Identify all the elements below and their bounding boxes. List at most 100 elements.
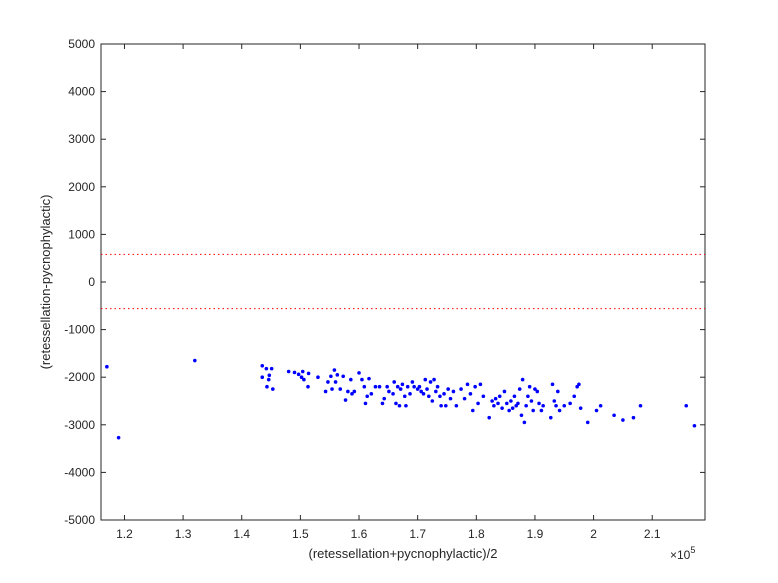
data-point	[578, 406, 583, 410]
data-point	[329, 374, 333, 379]
y-axis-label: (retessellation-pycnophylactic)	[38, 195, 53, 370]
data-point	[465, 382, 470, 387]
data-point	[400, 382, 405, 387]
data-point	[516, 401, 520, 406]
data-point	[405, 384, 410, 389]
data-point	[470, 408, 475, 413]
data-point	[193, 358, 197, 363]
data-point	[568, 401, 572, 406]
data-point	[478, 382, 483, 387]
data-point	[105, 364, 109, 369]
data-point	[520, 377, 525, 382]
data-point	[341, 374, 345, 379]
data-point	[410, 380, 415, 384]
x-tick-label: 1.8	[468, 527, 485, 541]
data-point	[562, 403, 567, 408]
data-point	[468, 392, 473, 396]
data-point	[522, 420, 527, 425]
y-axis-ticks: -5000 -4000 -3000 -2000 -1000 0 1000 2000 3000 40…	[64, 37, 705, 527]
data-point	[507, 408, 511, 413]
data-point	[323, 389, 328, 394]
data-point	[417, 384, 422, 389]
data-point	[554, 403, 558, 408]
data-point	[350, 392, 354, 396]
data-point	[116, 435, 121, 440]
x-tick-label: 1.6	[351, 527, 368, 541]
y-tick-label: 3000	[68, 132, 95, 146]
data-point	[302, 377, 306, 382]
data-point	[296, 372, 301, 377]
data-point	[300, 369, 305, 374]
data-point	[454, 403, 459, 408]
data-point	[451, 389, 456, 394]
x-axis-ticks: 1.2 1.3 1.4 1.5 1.6 1.7 1.8 1.9 2 2.1	[116, 44, 661, 541]
data-point	[692, 423, 697, 428]
data-point	[442, 392, 446, 396]
data-point	[349, 377, 353, 382]
data-point	[397, 403, 402, 408]
data-point	[509, 399, 513, 403]
data-point	[539, 408, 544, 413]
data-point	[497, 394, 502, 399]
data-point	[476, 401, 480, 406]
data-point	[517, 387, 522, 391]
data-point	[316, 375, 320, 380]
data-point	[360, 377, 364, 382]
x-tick-label: 2.1	[644, 527, 661, 541]
data-point	[352, 389, 357, 394]
data-points	[105, 358, 697, 440]
data-point	[548, 415, 553, 420]
data-point	[598, 403, 603, 408]
data-point	[439, 403, 443, 408]
data-point	[427, 394, 431, 399]
data-point	[638, 403, 643, 408]
data-point	[267, 373, 272, 378]
data-point	[524, 403, 528, 408]
data-point	[264, 366, 269, 371]
data-point	[402, 394, 407, 399]
data-point	[438, 394, 442, 399]
data-point	[493, 396, 498, 401]
data-point	[408, 392, 412, 396]
data-point	[269, 366, 274, 371]
data-point	[519, 413, 524, 418]
y-tick-label: -3000	[64, 418, 95, 432]
x-tick-label: 1.3	[175, 527, 192, 541]
x-exponent-power: 5	[690, 545, 695, 555]
data-point	[343, 398, 348, 402]
x-axis-label: (retessellation+pycnophylactic)/2	[309, 546, 498, 561]
data-point	[435, 384, 440, 389]
data-point	[444, 403, 448, 408]
data-point	[271, 387, 275, 391]
y-tick-label: -4000	[64, 465, 95, 479]
data-point	[541, 403, 545, 408]
y-tick-label: -1000	[64, 323, 95, 337]
x-exponent-base: ×10	[670, 548, 691, 562]
data-point	[385, 384, 389, 389]
data-point	[531, 408, 535, 413]
data-point	[572, 394, 577, 399]
data-point	[357, 371, 361, 375]
x-tick-label: 1.2	[116, 527, 133, 541]
data-point	[265, 384, 269, 389]
data-point	[631, 415, 636, 420]
data-point	[556, 389, 560, 394]
y-tick-label: 2000	[68, 180, 95, 194]
x-tick-label: 1.4	[233, 527, 250, 541]
data-point	[432, 377, 436, 382]
data-point	[299, 375, 304, 380]
data-point	[425, 387, 429, 391]
data-point	[537, 401, 541, 406]
data-point	[448, 396, 453, 401]
data-point	[487, 415, 492, 420]
data-point	[533, 387, 537, 391]
data-point	[552, 399, 557, 403]
data-point	[510, 406, 515, 410]
data-point	[382, 396, 387, 401]
data-point	[362, 384, 367, 389]
x-tick-label: 1.9	[527, 527, 544, 541]
y-tick-label: 5000	[68, 37, 95, 51]
data-point	[527, 384, 532, 389]
y-tick-label: 0	[88, 275, 95, 289]
